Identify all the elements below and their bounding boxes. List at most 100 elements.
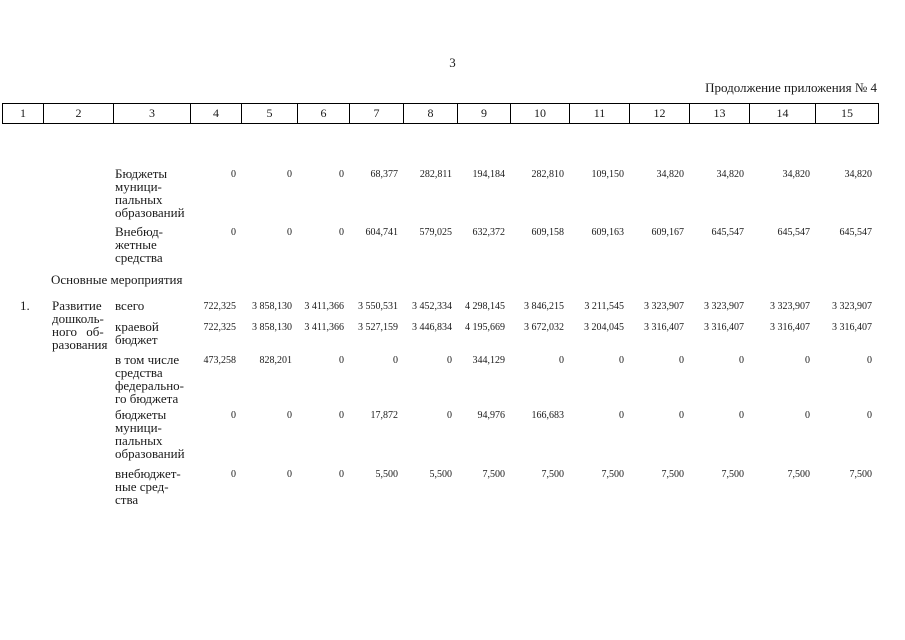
cell-value: 0 [619,410,624,421]
column-header-cell: 10 [511,104,570,123]
cell-value: 609,158 [531,227,565,238]
cell-value: 3 323,907 [770,301,810,312]
cell-value: 7,500 [482,469,506,480]
cell-value: 3 527,159 [358,322,398,333]
cell-value: 828,201 [259,355,293,366]
cell-value: 7,500 [661,469,685,480]
cell-value: 3 858,130 [252,301,292,312]
cell-value: 68,377 [370,169,399,180]
cell-value: 0 [805,355,810,366]
cell-value: 166,683 [531,410,565,421]
cell-value: 3 323,907 [704,301,744,312]
cell-value: 0 [559,355,564,366]
cell-value: 645,547 [711,227,745,238]
row-number: 1. [20,298,30,313]
column-header-cell: 13 [690,104,750,123]
section-heading: Основные мероприятия [51,272,183,287]
cell-value: 7,500 [601,469,625,480]
cell-value: 645,547 [777,227,811,238]
cell-value: 0 [739,410,744,421]
cell-value: 0 [679,355,684,366]
cell-value: 3 846,215 [524,301,564,312]
cell-value: 4 195,669 [465,322,505,333]
cell-value: 3 446,834 [412,322,452,333]
column-header-cell: 2 [44,104,114,123]
cell-value: 3 316,407 [704,322,744,333]
cell-value: 579,025 [419,227,453,238]
cell-value: 282,811 [419,169,452,180]
cell-value: 609,167 [651,227,685,238]
column-header-cell: 3 [114,104,191,123]
table-row: бюджеты муници- пальных образований 0 0 … [2,408,877,460]
row-label: внебюджет- ные сред- ства [115,466,181,507]
cell-value: 0 [805,410,810,421]
cell-value: 5,500 [375,469,399,480]
cell-value: 34,820 [782,169,811,180]
table-row: 1. Развитие дошколь- ного об- разования … [2,299,877,351]
cell-value: 0 [447,355,452,366]
cell-value: 0 [339,469,344,480]
cell-value: 3 316,407 [644,322,684,333]
cell-value: 0 [739,355,744,366]
cell-value: 0 [867,355,872,366]
cell-value: 0 [339,169,344,180]
cell-value: 7,500 [849,469,873,480]
cell-value: 0 [867,410,872,421]
column-header-cell: 5 [242,104,298,123]
row-label: бюджеты муници- пальных образований [115,407,185,461]
cell-value: 282,810 [531,169,565,180]
cell-value: 609,163 [591,227,625,238]
cell-value: 344,129 [472,355,506,366]
cell-value: 3 316,407 [770,322,810,333]
cell-value: 3 323,907 [644,301,684,312]
cell-value: 34,820 [844,169,873,180]
cell-value: 34,820 [656,169,685,180]
cell-value: 3 323,907 [832,301,872,312]
cell-value: 0 [339,227,344,238]
cell-value: 17,872 [370,410,399,421]
column-header-cell: 14 [750,104,816,123]
cell-value: 3 211,545 [584,301,624,312]
row-label: в том числе средства федерально- го бюдж… [115,352,184,406]
cell-value: 0 [619,355,624,366]
column-header-cell: 15 [841,106,853,120]
column-header-cell: 7 [350,104,404,123]
column-header-cell: 1 [3,104,44,123]
column-header-cell: 11 [570,104,630,123]
cell-value: 34,820 [716,169,745,180]
continuation-label: Продолжение приложения № 4 [705,80,877,95]
cell-value: 7,500 [787,469,811,480]
cell-value: 722,325 [203,322,237,333]
cell-value: 0 [339,410,344,421]
cell-value: 0 [287,469,292,480]
section-label: Развитие дошколь- ного об- разования [52,298,108,352]
cell-value: 0 [393,355,398,366]
cell-value: 109,150 [591,169,625,180]
cell-value: 473,258 [203,355,237,366]
table-row: Бюджеты муници- пальных образований 0 0 … [2,167,877,219]
cell-value: 0 [287,227,292,238]
table-row: Внебюд- жетные средства 0 0 0 604,741 57… [2,225,877,264]
cell-value: 0 [287,169,292,180]
cell-value: 3 550,531 [358,301,398,312]
row-label: всего [115,298,145,313]
cell-value: 4 298,145 [465,301,505,312]
cell-value: 0 [287,410,292,421]
cell-value: 632,372 [472,227,506,238]
cell-value: 3 672,032 [524,322,564,333]
cell-value: 0 [231,227,236,238]
column-header-cell: 8 [404,104,458,123]
page-number: 3 [449,55,456,70]
row-label: Бюджеты муници- пальных образований [115,166,185,220]
column-header-cell: 6 [298,104,350,123]
row-label: краевой бюджет [115,319,159,347]
cell-value: 3 316,407 [832,322,872,333]
cell-value: 3 452,334 [412,301,452,312]
column-header-cell: 9 [458,104,511,123]
cell-value: 645,547 [839,227,873,238]
table-row: внебюджет- ные сред- ства 0 0 0 5,500 5,… [2,467,877,506]
cell-value: 604,741 [365,227,399,238]
cell-value: 3 858,130 [252,322,292,333]
column-header-row: 1 2 3 4 5 6 7 8 9 10 11 12 13 14 15 [2,103,879,124]
